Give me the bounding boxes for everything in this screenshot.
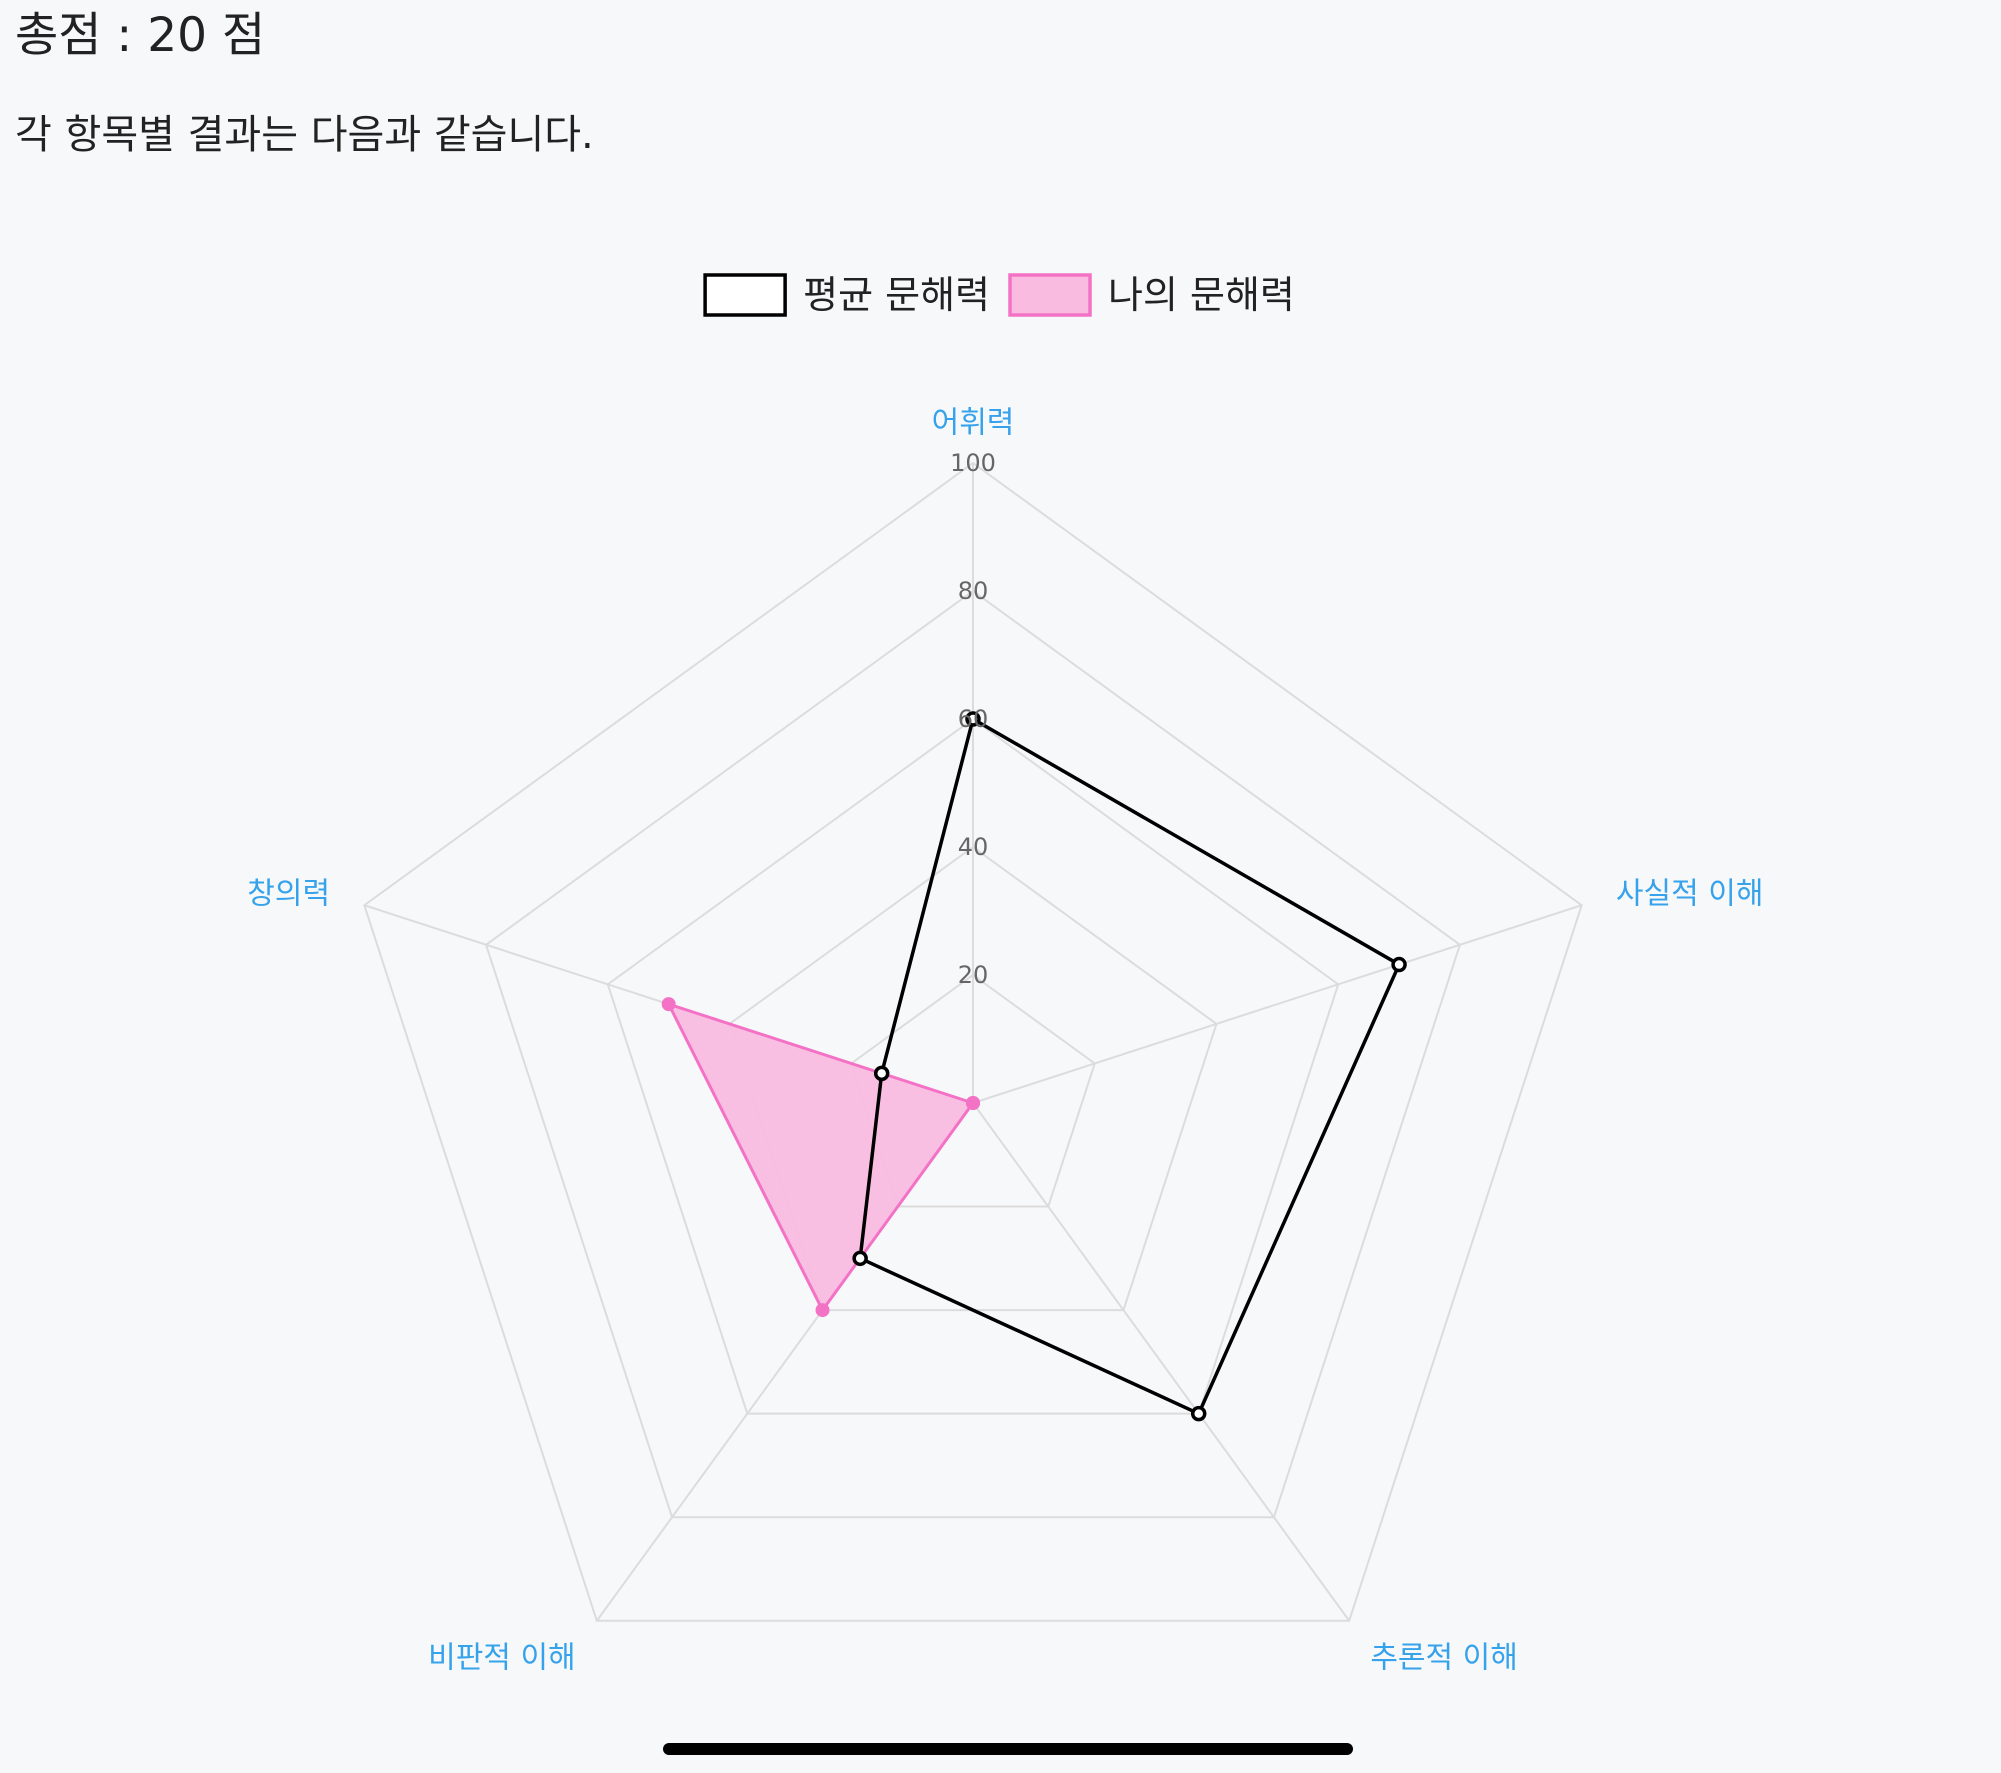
legend-swatch-평균-문해력	[703, 273, 787, 317]
data-point-평균-문해력-창의력[interactable]	[873, 1065, 890, 1082]
radar-series	[661, 711, 1407, 1422]
data-point-나의-문해력-창의력[interactable]	[661, 997, 676, 1012]
category-label-비판적-이해: 비판적 이해	[428, 1640, 576, 1675]
category-label-창의력: 창의력	[247, 877, 330, 912]
series-area-나의-문해력	[667, 1002, 975, 1312]
category-label-어휘력: 어휘력	[932, 406, 1015, 441]
data-point-평균-문해력-추론적-이해[interactable]	[1190, 1405, 1207, 1422]
grid-spoke-추론적-이해	[972, 1102, 1350, 1622]
category-label-사실적-이해: 사실적 이해	[1616, 877, 1764, 912]
legend-swatch-나의-문해력	[1008, 273, 1092, 317]
grid-ring-80	[484, 589, 1462, 1519]
tick-label-60: 60	[958, 705, 989, 733]
data-point-평균-문해력-비판적-이해[interactable]	[852, 1250, 868, 1267]
legend-item-나의-문해력[interactable]: 나의 문해력	[1008, 273, 1295, 317]
data-point-나의-문해력-추론적-이해[interactable]	[966, 1096, 980, 1110]
grid-ring-20	[850, 973, 1096, 1208]
grid-ring-60	[606, 717, 1340, 1415]
chart-legend[interactable]: 평균 문해력 나의 문해력	[703, 273, 1295, 317]
tick-label-20: 20	[958, 961, 989, 989]
total-score: 총점 : 20 점	[15, 8, 266, 63]
result-subtitle: 각 항목별 결과는 다음과 같습니다.	[15, 112, 594, 158]
legend-item-평균-문해력[interactable]: 평균 문해력	[703, 273, 990, 317]
legend-label-평균-문해력: 평균 문해력	[803, 273, 990, 317]
grid-spoke-사실적-이해	[972, 904, 1582, 1104]
series-area-평균-문해력	[858, 717, 1401, 1416]
data-point-나의-문해력-비판적-이해[interactable]	[815, 1303, 830, 1318]
tick-label-40: 40	[958, 833, 989, 861]
category-label-추론적-이해: 추론적 이해	[1370, 1640, 1518, 1675]
legend-label-나의-문해력: 나의 문해력	[1108, 273, 1295, 317]
tick-label-100: 100	[950, 449, 996, 477]
grid-ring-100	[363, 461, 1583, 1622]
tick-label-80: 80	[958, 577, 989, 605]
radial-tick-labels: 20 40 60 80 100	[950, 449, 996, 989]
data-point-평균-문해력-사실적-이해[interactable]	[1391, 956, 1407, 973]
data-point-평균-문해력-어휘력[interactable]	[965, 711, 981, 727]
home-indicator	[663, 1743, 1353, 1755]
radar-grid	[363, 461, 1583, 1622]
